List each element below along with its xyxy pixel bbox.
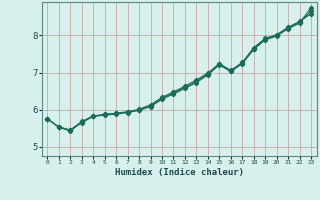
X-axis label: Humidex (Indice chaleur): Humidex (Indice chaleur) — [115, 168, 244, 177]
